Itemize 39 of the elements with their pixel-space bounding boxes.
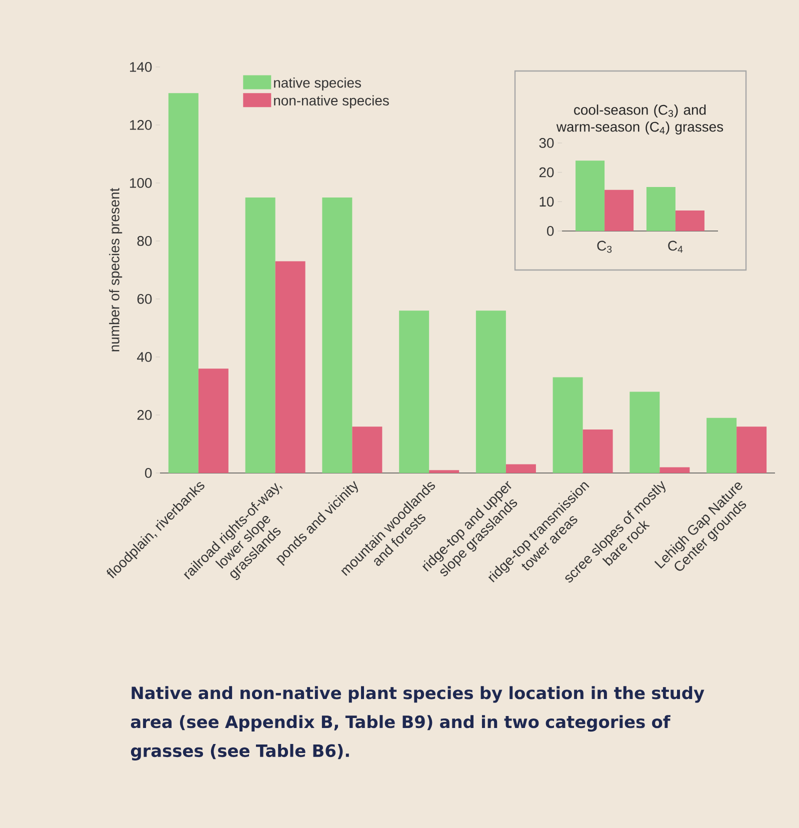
y-tick-label: 100: [130, 178, 152, 188]
y-tick-label: 140: [130, 62, 152, 72]
y-tick-label: 120: [130, 120, 152, 130]
bar: [675, 210, 704, 231]
bar: [706, 418, 737, 473]
y-tick-label: 60: [137, 294, 152, 304]
bar: [630, 392, 660, 473]
y-tick-label: 20: [137, 410, 152, 420]
bar: [245, 197, 276, 473]
y-tick-label: 20: [539, 167, 554, 178]
bar: [576, 160, 605, 231]
bar: [552, 377, 583, 473]
bar: [476, 310, 506, 473]
bar: [736, 426, 767, 473]
y-tick-label: 10: [540, 196, 554, 207]
bar: [604, 190, 634, 231]
bar: [352, 426, 382, 473]
bar: [198, 368, 228, 473]
x-tick-label: C$_{4}$: [668, 240, 683, 253]
bar: [168, 93, 198, 473]
bar: [660, 467, 690, 473]
y-tick-label: 0: [547, 226, 554, 236]
legend-label: non-native species: [274, 95, 389, 108]
y-axis-title: number of species present: [109, 188, 122, 352]
y-tick-label: 0: [145, 468, 152, 478]
bar: [275, 261, 306, 473]
y-tick-label: 30: [539, 138, 554, 148]
bar: [399, 310, 430, 473]
y-tick-label: 80: [137, 236, 152, 246]
bar: [429, 470, 460, 473]
bar: [506, 464, 536, 473]
text: Native and non-native plant species by location in the study area (see Appendix B, Table B9) and in two categories of grasses (see Table B6).: [130, 686, 704, 760]
legend-label: native species: [274, 77, 361, 90]
bar: [646, 186, 676, 231]
bar: [582, 429, 613, 473]
chart-title: cool-season (C$_{3}$) and warm-season (C$_{4}$) grasses: [556, 104, 724, 134]
bar: [322, 197, 352, 473]
x-tick-label: C$_{3}$: [597, 240, 612, 253]
y-tick-label: 40: [137, 352, 152, 362]
